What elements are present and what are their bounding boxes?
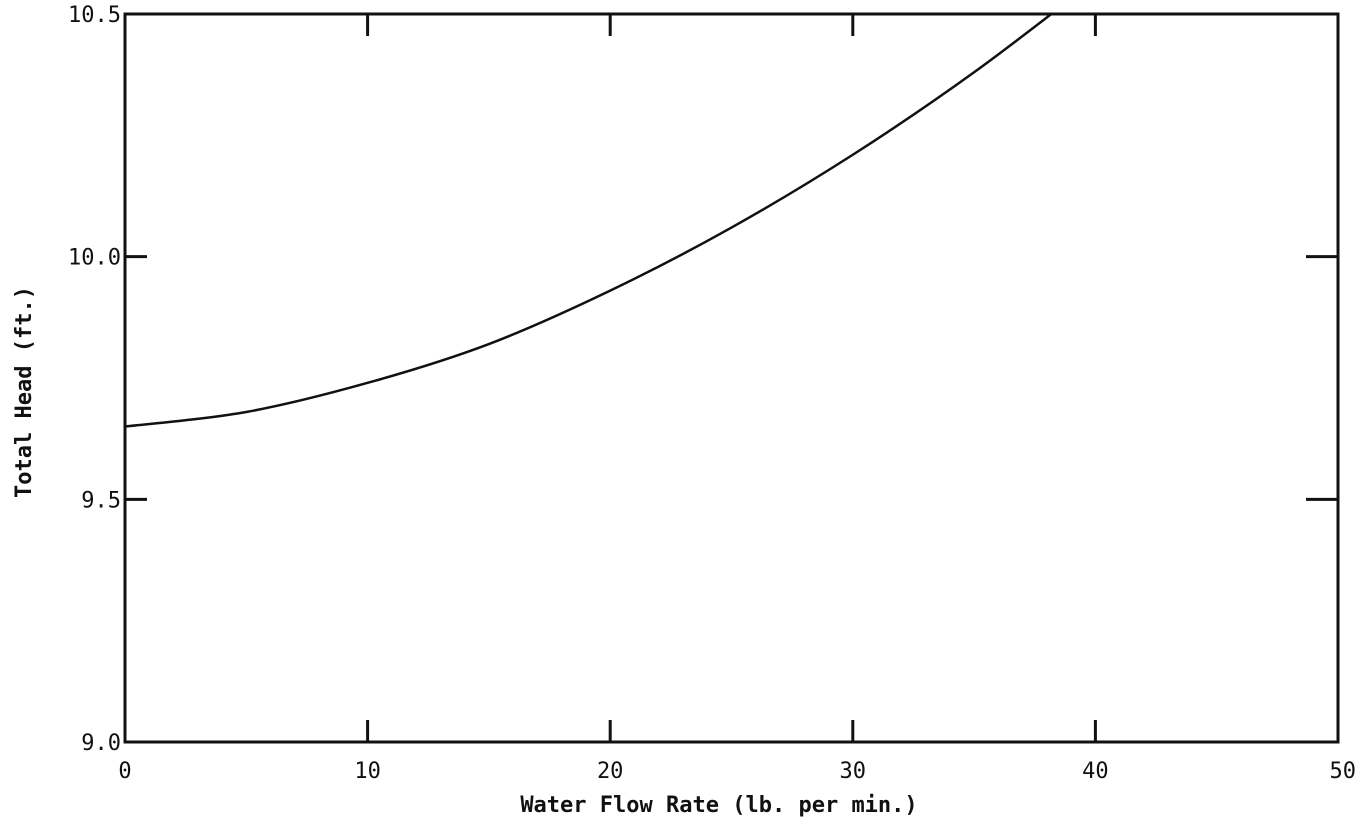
x-axis-label: Water Flow Rate (lb. per min.) bbox=[520, 793, 917, 818]
y-tick-label: 10.5 bbox=[68, 3, 121, 28]
data-series bbox=[125, 14, 1054, 428]
y-tick-label: 9.5 bbox=[81, 488, 121, 513]
y-tick-label: 9.0 bbox=[81, 731, 121, 756]
x-tick-label: 20 bbox=[597, 759, 624, 784]
x-tick-label: 10 bbox=[354, 759, 381, 784]
axis-ticks: 0 10 20 30 40 50 9.0 9.5 10.0 10.5 bbox=[68, 3, 1356, 784]
x-tick-label: 50 bbox=[1330, 759, 1357, 784]
x-tick-label: 30 bbox=[840, 759, 867, 784]
y-axis-label: Total Head (ft.) bbox=[12, 286, 37, 498]
x-tick-label: 0 bbox=[118, 759, 131, 784]
plot-frame bbox=[123, 12, 1340, 744]
x-tick-label: 40 bbox=[1082, 759, 1109, 784]
series-line bbox=[125, 14, 1054, 428]
plot-border bbox=[123, 12, 1340, 744]
y-tick-label: 10.0 bbox=[68, 246, 121, 271]
